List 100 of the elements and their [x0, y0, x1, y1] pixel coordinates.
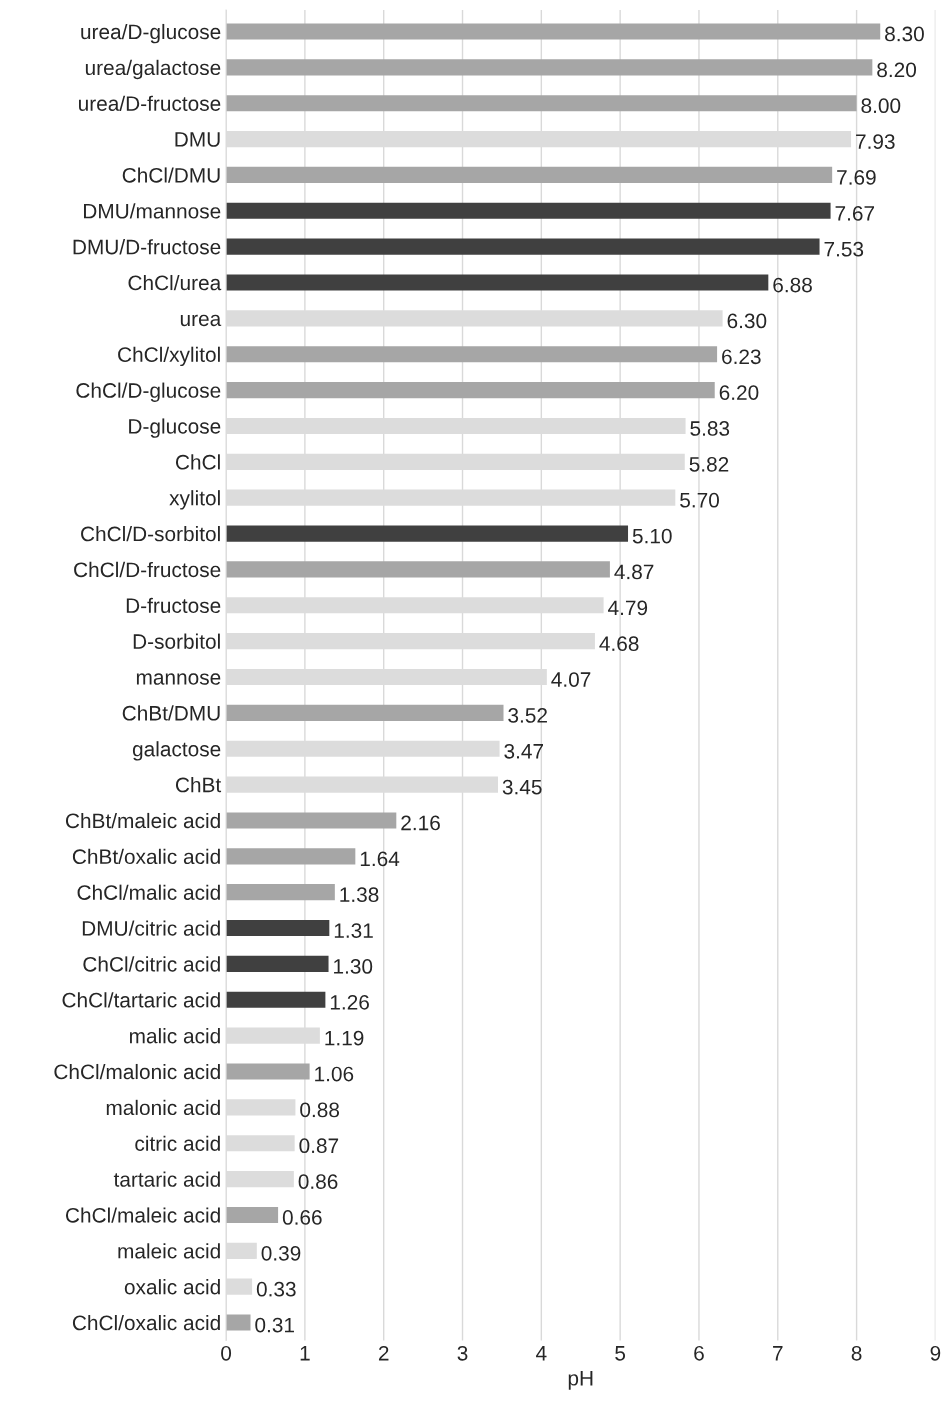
data-label: 8.30: [885, 26, 924, 42]
data-label: 0.39: [261, 1245, 301, 1261]
bar: [226, 525, 629, 542]
data-label: 1.38: [340, 887, 379, 903]
y-tick-label: ChCl/D-sorbitol: [81, 526, 220, 542]
y-tick-label: ChCl/citric acid: [83, 956, 220, 972]
y-tick-label: urea: [180, 314, 222, 327]
bar: [226, 166, 833, 183]
y-tick-label: urea/galactose: [85, 59, 221, 80]
y-tick-label: ChCl/malic acid: [77, 884, 220, 900]
y-tick-label: DMU/citric acid: [82, 920, 220, 936]
y-tick-label: citric acid: [135, 1135, 220, 1151]
data-label: 6.30: [727, 313, 767, 329]
x-tick-label: 3: [457, 1345, 468, 1361]
data-label: 4.07: [551, 672, 591, 687]
data-label: 3.52: [508, 708, 547, 723]
y-tick-label: ChCl: [175, 454, 220, 470]
data-label: 7.93: [856, 134, 895, 149]
data-label: 1.06: [315, 1066, 354, 1082]
data-label: 1.26: [330, 994, 369, 1010]
data-label: 6.88: [773, 277, 812, 293]
y-tick-label: ChBt/maleic acid: [65, 812, 220, 829]
data-label: 0.33: [256, 1281, 296, 1297]
y-tick-label: ChCl/DMU: [122, 167, 220, 183]
y-tick-label: ChBt: [175, 777, 222, 793]
y-tick-label: D-sorbitol: [133, 633, 220, 649]
data-label: 4.68: [599, 636, 639, 652]
x-tick-label: 5: [615, 1346, 626, 1361]
data-label: 4.87: [614, 564, 654, 580]
data-label: 0.31: [255, 1317, 294, 1333]
y-tick-label: ChCl/xylitol: [118, 346, 220, 367]
y-tick-label: urea/D-glucose: [81, 23, 221, 44]
data-label: 8.00: [861, 98, 901, 114]
data-label: 1.31: [334, 923, 373, 938]
y-tick-label: ChCl/maleic acid: [65, 1207, 220, 1223]
data-label: 0.88: [300, 1102, 340, 1118]
data-label: 5.70: [680, 492, 719, 508]
x-tick-label: 6: [694, 1345, 704, 1361]
bar: [226, 1314, 251, 1331]
bar: [226, 919, 330, 937]
bar: [226, 1063, 310, 1080]
y-tick-label: maleic acid: [118, 1243, 220, 1259]
y-tick-label: ChBt/DMU: [122, 705, 220, 721]
data-label: 5.10: [632, 528, 672, 544]
data-label: 5.83: [690, 421, 730, 436]
y-tick-label: malic acid: [129, 1028, 220, 1044]
bar: [226, 991, 326, 1008]
y-tick-label: DMU/D-fructose: [73, 239, 221, 255]
y-tick-label: xylitol: [169, 490, 220, 510]
bar: [226, 274, 769, 291]
bar: [226, 848, 356, 865]
y-tick-label: malonic acid: [106, 1099, 220, 1116]
data-label: 1.30: [334, 959, 373, 974]
x-tick-label: 9: [930, 1345, 941, 1361]
bar: [226, 202, 831, 219]
data-label: 3.47: [504, 743, 544, 759]
bar: [226, 23, 881, 40]
data-label: 1.19: [325, 1030, 364, 1046]
bar: [226, 238, 820, 255]
x-tick-label: 2: [378, 1345, 389, 1361]
y-tick-label: mannose: [136, 673, 221, 685]
data-label: 8.20: [877, 62, 917, 78]
bar: [226, 884, 335, 901]
data-label: 0.66: [282, 1210, 322, 1225]
y-tick-label: ChCl/malonic acid: [54, 1063, 220, 1080]
data-label: 3.45: [502, 779, 542, 795]
y-tick-label: galactose: [132, 741, 221, 761]
x-tick-label: 4: [536, 1346, 547, 1361]
y-tick-label: D-glucose: [129, 418, 221, 438]
data-label: 7.67: [835, 205, 875, 221]
y-tick-label: oxalic acid: [124, 1279, 220, 1295]
bar: [226, 346, 718, 363]
data-label: 6.23: [722, 349, 761, 365]
bar: [226, 95, 857, 112]
bar: [226, 382, 715, 399]
x-tick-label: 0: [221, 1345, 232, 1361]
y-tick-label: DMU: [175, 132, 220, 147]
data-label: 2.16: [401, 815, 440, 831]
x-tick-label: 8: [851, 1345, 862, 1361]
x-axis-title: pH: [568, 1371, 593, 1390]
bar: [226, 1206, 279, 1224]
bar: [226, 59, 873, 76]
data-label: 1.64: [360, 851, 400, 867]
y-tick-label: DMU/mannose: [84, 203, 221, 219]
y-tick-label: ChCl/urea: [128, 274, 222, 291]
y-tick-label: ChCl/D-glucose: [76, 382, 221, 402]
y-tick-label: ChCl/oxalic acid: [72, 1314, 220, 1331]
bar: [226, 561, 610, 578]
y-tick-label: urea/D-fructose: [79, 95, 221, 111]
bar: [226, 812, 397, 829]
data-label: 7.53: [824, 241, 864, 257]
data-label: 5.82: [689, 456, 729, 472]
y-tick-label: tartaric acid: [113, 1171, 220, 1187]
y-tick-label: ChCl/D-fructose: [74, 561, 221, 578]
data-label: 6.20: [719, 385, 759, 400]
data-label: 0.86: [298, 1174, 338, 1189]
x-tick-label: 7: [773, 1346, 783, 1361]
data-label: 4.79: [608, 600, 648, 616]
y-tick-label: ChCl/tartaric acid: [62, 992, 220, 1008]
bar: [226, 704, 504, 721]
